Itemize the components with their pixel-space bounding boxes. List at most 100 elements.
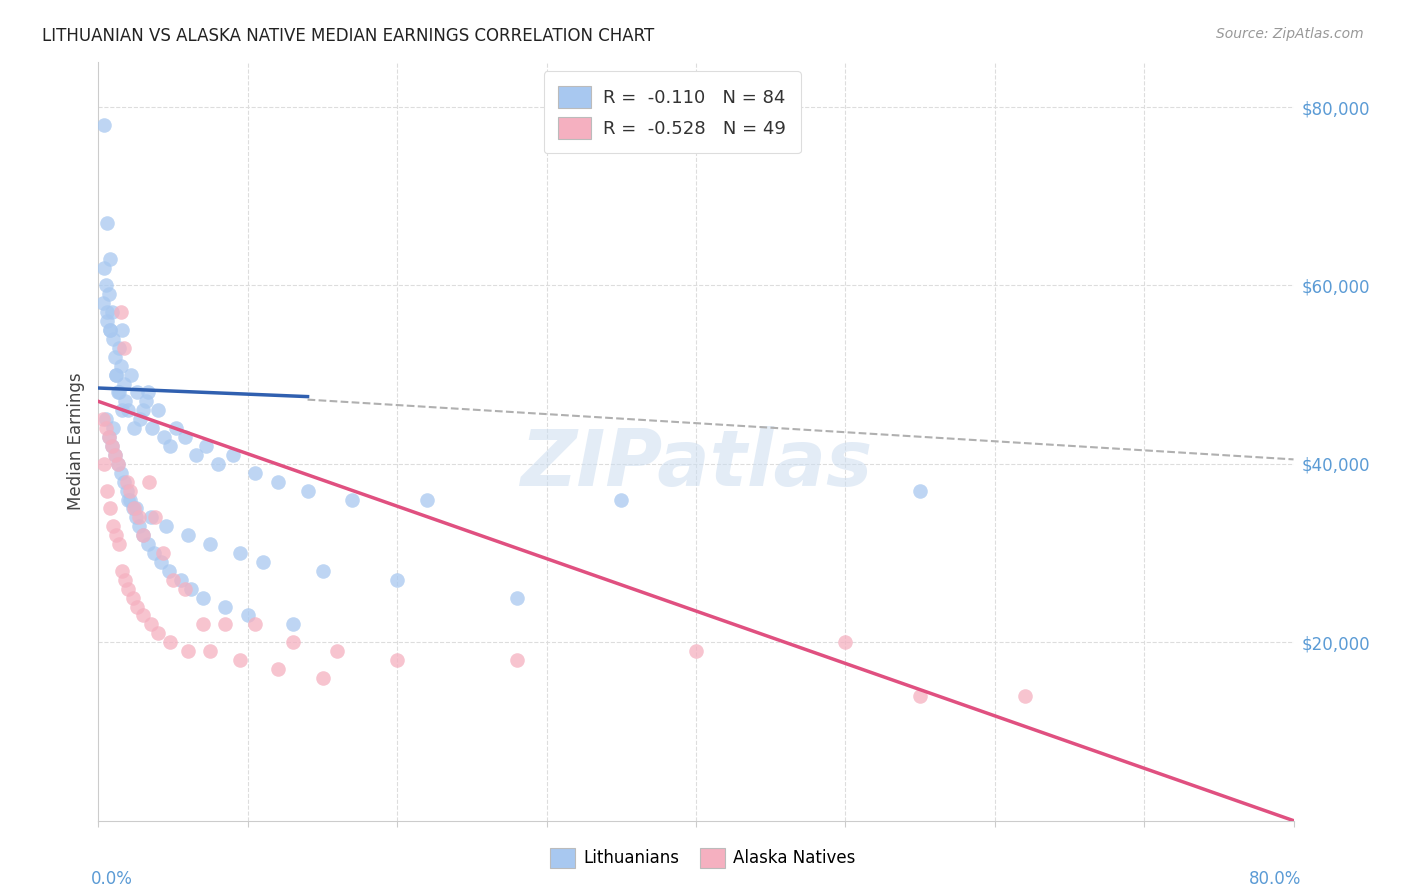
Point	[136, 385, 159, 400]
Point	[111, 323, 134, 337]
Point	[124, 421, 146, 435]
Y-axis label: Median Earnings: Median Earnings	[66, 373, 84, 510]
Point	[96, 216, 118, 230]
Point	[105, 368, 128, 382]
Point	[142, 546, 165, 560]
Point	[685, 644, 707, 658]
Point	[127, 599, 149, 614]
Point	[120, 368, 142, 382]
Text: ZIPatlas: ZIPatlas	[520, 426, 872, 502]
Point	[97, 287, 120, 301]
Point	[115, 483, 138, 498]
Point	[125, 501, 148, 516]
Point	[162, 573, 184, 587]
Text: 0.0%: 0.0%	[91, 870, 132, 888]
Point	[297, 483, 319, 498]
Point	[101, 305, 124, 319]
Point	[98, 323, 122, 337]
Point	[97, 430, 120, 444]
Point	[506, 591, 529, 605]
Point	[132, 528, 155, 542]
Point	[184, 448, 207, 462]
Point	[108, 341, 131, 355]
Point	[115, 475, 138, 489]
Point	[148, 403, 170, 417]
Point	[105, 368, 128, 382]
Legend: Lithuanians, Alaska Natives: Lithuanians, Alaska Natives	[544, 841, 862, 875]
Point	[139, 617, 162, 632]
Point	[139, 510, 162, 524]
Point	[245, 466, 267, 480]
Point	[98, 323, 122, 337]
Point	[155, 519, 177, 533]
Point	[129, 412, 152, 426]
Point	[174, 582, 197, 596]
Point	[124, 501, 146, 516]
Point	[94, 278, 117, 293]
Point	[157, 564, 180, 578]
Point	[207, 457, 229, 471]
Point	[91, 296, 114, 310]
Point	[93, 118, 115, 132]
Point	[159, 439, 181, 453]
Point	[342, 492, 364, 507]
Point	[107, 457, 129, 471]
Point	[174, 430, 197, 444]
Point	[143, 510, 166, 524]
Point	[132, 403, 155, 417]
Point	[159, 635, 181, 649]
Point	[169, 573, 191, 587]
Point	[229, 546, 252, 560]
Point	[908, 483, 931, 498]
Point	[506, 653, 529, 667]
Point	[107, 457, 129, 471]
Point	[385, 573, 409, 587]
Point	[311, 671, 333, 685]
Point	[132, 528, 155, 542]
Point	[101, 439, 124, 453]
Point	[103, 519, 125, 533]
Point	[311, 564, 333, 578]
Point	[117, 582, 139, 596]
Point	[105, 528, 128, 542]
Point	[148, 626, 170, 640]
Point	[112, 376, 135, 391]
Text: LITHUANIAN VS ALASKA NATIVE MEDIAN EARNINGS CORRELATION CHART: LITHUANIAN VS ALASKA NATIVE MEDIAN EARNI…	[42, 27, 654, 45]
Point	[267, 662, 290, 676]
Point	[93, 457, 115, 471]
Point	[416, 492, 439, 507]
Point	[96, 305, 118, 319]
Point	[98, 252, 122, 266]
Point	[111, 564, 134, 578]
Point	[150, 555, 173, 569]
Point	[98, 501, 122, 516]
Point	[93, 260, 115, 275]
Point	[110, 305, 132, 319]
Point	[138, 475, 160, 489]
Point	[177, 644, 200, 658]
Point	[281, 635, 304, 649]
Point	[128, 510, 150, 524]
Point	[110, 359, 132, 373]
Point	[245, 617, 267, 632]
Point	[118, 483, 141, 498]
Point	[177, 528, 200, 542]
Point	[135, 394, 157, 409]
Text: 80.0%: 80.0%	[1249, 870, 1301, 888]
Point	[214, 599, 236, 614]
Point	[107, 385, 129, 400]
Point	[152, 546, 174, 560]
Point	[214, 617, 236, 632]
Point	[96, 314, 118, 328]
Point	[97, 430, 120, 444]
Point	[326, 644, 349, 658]
Point	[252, 555, 274, 569]
Point	[191, 591, 214, 605]
Point	[153, 430, 176, 444]
Point	[104, 448, 127, 462]
Point	[222, 448, 245, 462]
Point	[104, 448, 127, 462]
Point	[180, 582, 202, 596]
Text: Source: ZipAtlas.com: Source: ZipAtlas.com	[1216, 27, 1364, 41]
Point	[110, 466, 132, 480]
